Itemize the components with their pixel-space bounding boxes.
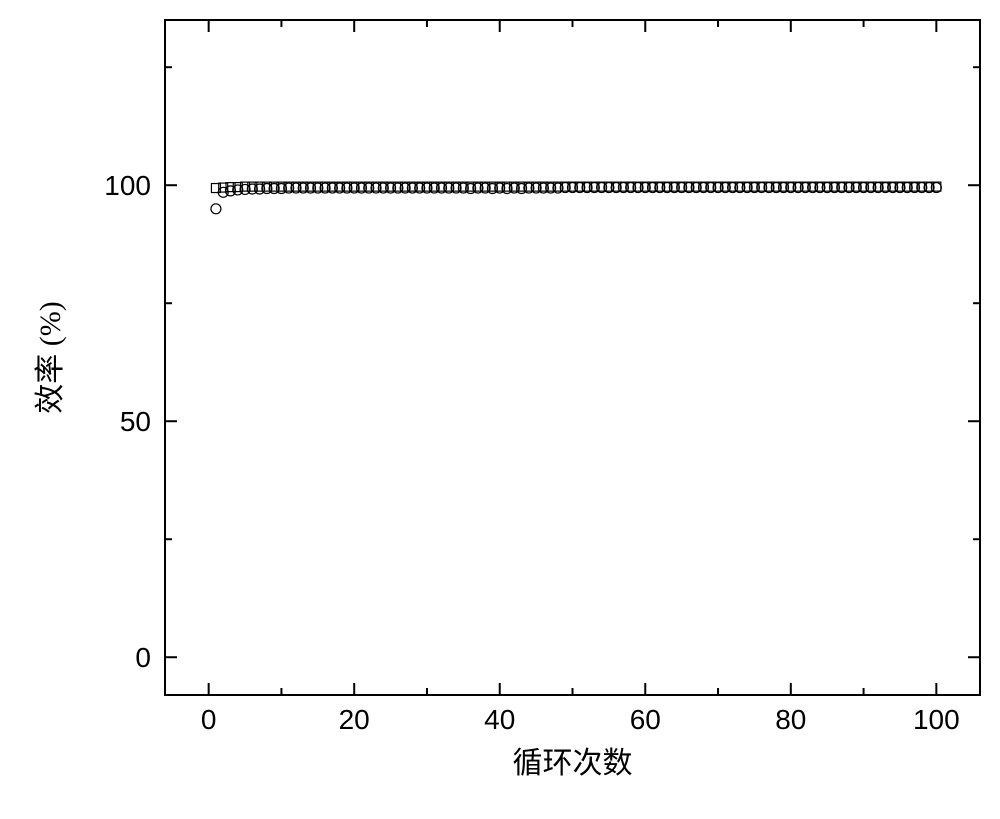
y-axis-title: 效率 (%) (34, 301, 67, 413)
x-tick-label: 60 (630, 704, 661, 735)
x-tick-label: 80 (775, 704, 806, 735)
x-tick-label: 40 (484, 704, 515, 735)
x-tick-label: 100 (913, 704, 960, 735)
x-tick-label: 0 (201, 704, 217, 735)
x-axis-title: 循环次数 (513, 747, 633, 780)
marker-efficiency-circle (211, 204, 221, 214)
efficiency-chart: 0 20 40 60 80 100 0 50 100 循环次数 效率 (%) (0, 0, 1000, 819)
y-tick-label: 100 (104, 170, 151, 201)
plot-frame (165, 20, 980, 695)
y-tick-label: 50 (120, 406, 151, 437)
y-tick-label: 0 (135, 642, 151, 673)
x-tick-label: 20 (339, 704, 370, 735)
chart-svg: 0 20 40 60 80 100 0 50 100 循环次数 效率 (%) (0, 0, 1000, 819)
